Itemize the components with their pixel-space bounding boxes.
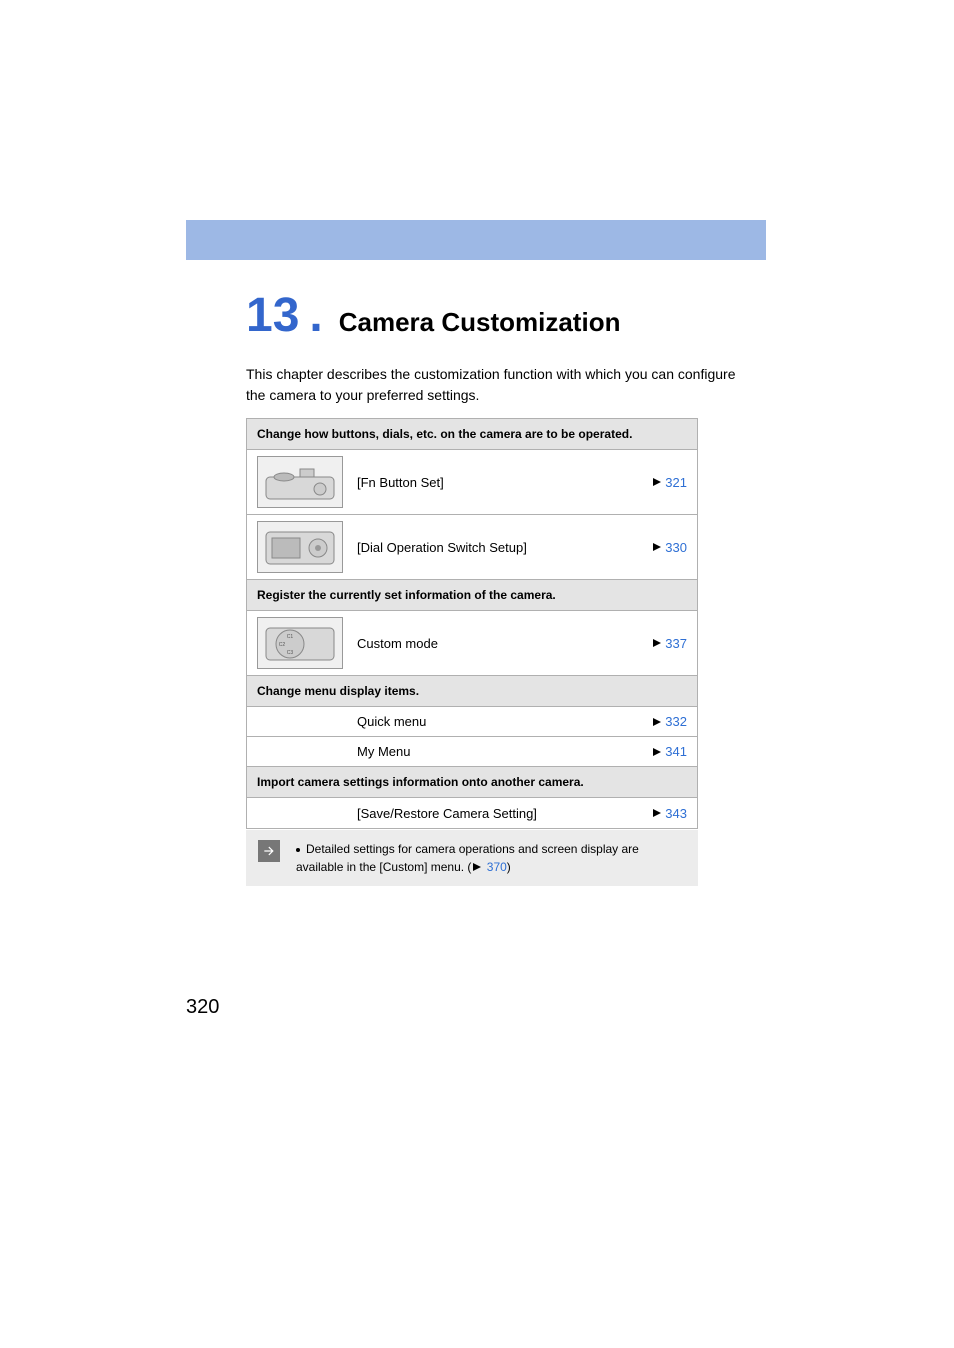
row-label: Custom mode: [357, 636, 653, 651]
chapter-title: 13 . Camera Customization: [246, 288, 620, 343]
table-row: Quick menu 332: [247, 707, 697, 737]
page-link-number: 337: [665, 636, 687, 651]
page-link-number: 321: [665, 475, 687, 490]
arrow-icon: [653, 639, 661, 647]
page-link[interactable]: 343: [653, 806, 687, 821]
table-row: C1C2C3 Custom mode 337: [247, 611, 697, 676]
row-label: [Save/Restore Camera Setting]: [357, 806, 653, 821]
page-link-number: 343: [665, 806, 687, 821]
table-section-header: Register the currently set information o…: [247, 580, 697, 611]
row-label: My Menu: [357, 744, 653, 759]
arrow-icon: [653, 718, 661, 726]
bullet-icon: [296, 848, 300, 852]
page-link-number: 341: [665, 744, 687, 759]
svg-text:C1: C1: [287, 634, 294, 640]
page-link-number: 330: [665, 540, 687, 555]
svg-text:C3: C3: [287, 650, 294, 656]
intro-paragraph: This chapter describes the customization…: [246, 364, 746, 406]
chapter-title-text: Camera Customization: [339, 307, 621, 338]
chapter-header-bar: [186, 220, 766, 260]
page-link[interactable]: 337: [653, 636, 687, 651]
table-row: My Menu 341: [247, 737, 697, 767]
thumbnail-camera-top: [257, 456, 343, 508]
note-text: Detailed settings for camera operations …: [296, 840, 684, 876]
row-label: [Dial Operation Switch Setup]: [357, 540, 653, 555]
row-label: [Fn Button Set]: [357, 475, 653, 490]
page-link[interactable]: 321: [653, 475, 687, 490]
page-link-number: 332: [665, 714, 687, 729]
chapter-dot: .: [309, 288, 322, 343]
arrow-icon: [653, 748, 661, 756]
note-text-after: ): [507, 860, 511, 874]
settings-table: Change how buttons, dials, etc. on the c…: [246, 418, 698, 829]
arrow-icon: [653, 809, 661, 817]
page-link[interactable]: 332: [653, 714, 687, 729]
table-row: [Fn Button Set] 321: [247, 450, 697, 515]
arrow-icon: [473, 863, 481, 871]
table-section-header: Import camera settings information onto …: [247, 767, 697, 798]
page-number: 320: [186, 996, 219, 1019]
note-text-before: Detailed settings for camera operations …: [296, 842, 639, 874]
arrow-icon: [653, 543, 661, 551]
page-link[interactable]: 330: [653, 540, 687, 555]
note-box: Detailed settings for camera operations …: [246, 830, 698, 886]
arrow-icon: [653, 478, 661, 486]
thumbnail-camera-back: [257, 521, 343, 573]
table-section-header: Change menu display items.: [247, 676, 697, 707]
table-row: [Dial Operation Switch Setup] 330: [247, 515, 697, 580]
note-arrow-icon: [258, 840, 280, 862]
page-link[interactable]: 341: [653, 744, 687, 759]
chapter-number: 13: [246, 288, 299, 343]
note-page-link[interactable]: 370: [487, 860, 507, 874]
thumbnail-mode-dial: C1C2C3: [257, 617, 343, 669]
row-label: Quick menu: [357, 714, 653, 729]
table-row: [Save/Restore Camera Setting] 343: [247, 798, 697, 828]
table-section-header: Change how buttons, dials, etc. on the c…: [247, 419, 697, 450]
svg-text:C2: C2: [279, 642, 286, 648]
